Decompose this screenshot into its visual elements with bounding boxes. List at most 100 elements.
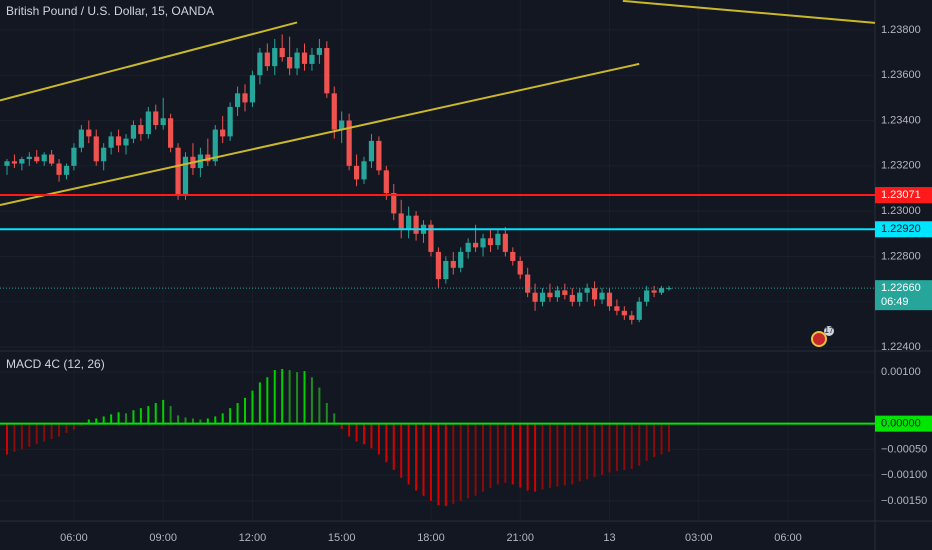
candle-body [34, 156, 40, 162]
price-label: 1.22660 [881, 282, 921, 294]
candle-body [487, 238, 494, 246]
histogram-bar [72, 423, 75, 430]
histogram-bar [593, 423, 596, 478]
histogram-bar [58, 423, 61, 437]
candle-body [398, 213, 404, 230]
histogram-bar [660, 423, 663, 455]
candle-body [249, 75, 256, 103]
histogram-bar [296, 372, 299, 424]
histogram-bar [504, 423, 507, 483]
candle-body [264, 52, 270, 67]
histogram-bar [184, 417, 187, 424]
histogram-bar [548, 423, 551, 489]
histogram-bar [437, 423, 440, 506]
candle-body [123, 138, 129, 146]
histogram-bar [310, 377, 313, 424]
histogram-bar [526, 423, 529, 491]
candle-body [591, 288, 598, 300]
histogram-bar [139, 408, 142, 424]
candle-body [599, 292, 605, 300]
x-tick-label: 03:00 [685, 532, 713, 544]
candle-body [301, 52, 308, 64]
candle-body [539, 292, 546, 302]
histogram-bar [355, 423, 358, 442]
event-badge[interactable]: 17 [825, 326, 834, 335]
countdown: 06:49 [881, 296, 909, 308]
histogram-bar [80, 423, 83, 427]
candle-body [108, 136, 114, 148]
histogram-bar [236, 403, 239, 424]
candle-body [234, 93, 241, 107]
histogram-bar [541, 423, 544, 490]
histogram-bar [147, 406, 150, 424]
histogram-bar [110, 414, 113, 424]
histogram-bar [43, 423, 46, 442]
candle-body [584, 288, 590, 293]
histogram-bar [563, 423, 566, 486]
candle-body [316, 48, 322, 55]
candle-body [517, 260, 523, 275]
x-tick-label: 13 [603, 532, 615, 544]
histogram-bar [5, 423, 8, 455]
histogram-bar [407, 423, 410, 485]
histogram-bar [422, 423, 425, 496]
candle-body [547, 292, 553, 298]
histogram-bar [489, 423, 492, 489]
candle-body [339, 120, 345, 130]
histogram-bar [623, 423, 626, 471]
candle-body [651, 290, 657, 293]
candle-body [562, 290, 568, 295]
y-tick-label: 1.23400 [881, 114, 921, 126]
histogram-bar [340, 423, 343, 429]
candle-body [472, 242, 479, 248]
histogram-bar [392, 423, 395, 471]
candle-body [101, 147, 107, 162]
candle-body [93, 136, 99, 162]
candle-body [227, 106, 233, 137]
candle-body [182, 156, 189, 196]
price-label: 1.23071 [881, 189, 921, 201]
candle-body [569, 294, 575, 302]
plot [0, 0, 876, 507]
histogram-bar [214, 416, 217, 424]
histogram-bar [154, 403, 157, 424]
histogram-bar [653, 423, 656, 458]
candle-body [443, 260, 449, 280]
candle-body [428, 224, 434, 252]
histogram-bar [630, 423, 633, 469]
histogram-bar [333, 413, 336, 424]
y-tick-label: 1.23000 [881, 205, 921, 217]
histogram-bar [191, 418, 194, 424]
candle-body [49, 154, 55, 164]
event-icon-flag[interactable] [813, 333, 825, 345]
candle-body [577, 292, 583, 302]
candle-body [510, 251, 516, 261]
price-label-box [875, 280, 932, 311]
price-label-box [875, 221, 932, 238]
candle-body [376, 140, 382, 171]
candle-body [502, 233, 508, 252]
histogram-bar [251, 390, 254, 424]
candle-body [115, 136, 122, 146]
histogram-bar [444, 423, 447, 507]
histogram-bar [348, 423, 351, 437]
candle-body [86, 129, 92, 137]
trend-line [0, 21, 298, 102]
event-badge-bg[interactable] [824, 326, 834, 336]
histogram-bar [459, 423, 462, 501]
candle-body [160, 118, 166, 126]
candle-body [458, 251, 464, 268]
candle-body [287, 57, 293, 69]
x-tick-label: 06:00 [60, 532, 88, 544]
histogram-bar [325, 403, 328, 424]
histogram-bar [519, 423, 522, 488]
candle-body [368, 140, 375, 162]
candle-body [257, 52, 263, 76]
histogram-bar [496, 423, 499, 485]
candle-body [525, 274, 531, 293]
x-tick-label: 06:00 [774, 532, 802, 544]
histogram-bar [615, 423, 618, 472]
event-icon[interactable]: 17 [811, 326, 834, 347]
candle-body [309, 54, 315, 64]
